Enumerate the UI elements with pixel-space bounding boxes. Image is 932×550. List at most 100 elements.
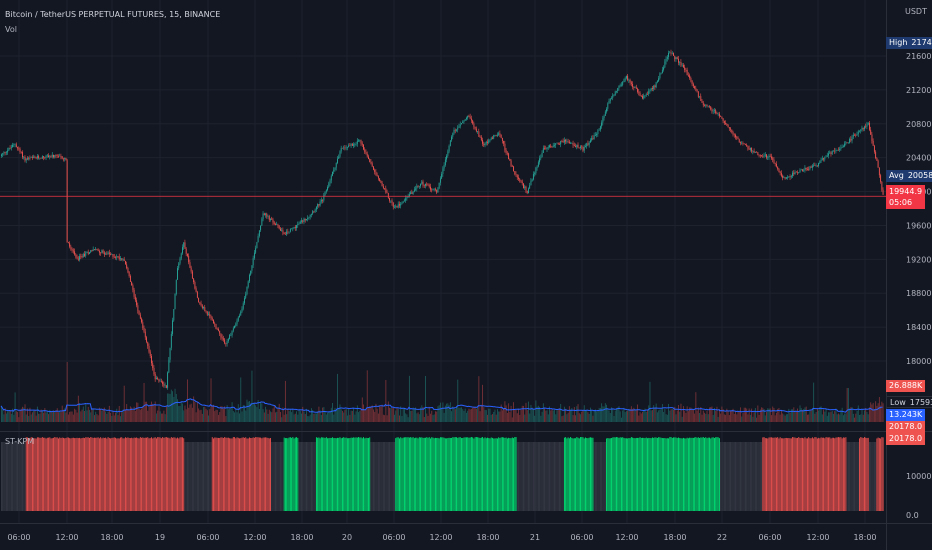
kpm-bar — [256, 437, 258, 511]
volume-bar — [654, 408, 656, 422]
avg-label: Avg — [889, 171, 904, 180]
volume-bar — [816, 408, 818, 422]
volume-bar — [752, 416, 754, 422]
candle-body — [780, 173, 782, 176]
kpm-bar — [490, 437, 492, 511]
volume-bar — [267, 413, 269, 422]
candle-body — [220, 333, 222, 338]
candle-body — [169, 347, 171, 360]
low-price-tag: Low17593.2 — [886, 396, 932, 408]
volume-bar — [458, 408, 460, 422]
kpm-bar — [411, 437, 413, 511]
kpm-bar — [539, 442, 541, 511]
kpm-bar — [334, 438, 336, 511]
volume-bar — [225, 416, 227, 422]
candle-body — [20, 151, 22, 153]
candle-body — [695, 88, 697, 90]
kpm-bar — [381, 442, 383, 511]
currency-label[interactable]: USDT — [905, 7, 927, 16]
volume-bar — [467, 410, 469, 422]
volume-bar — [736, 414, 738, 422]
kpm-bar — [731, 442, 733, 511]
volume-bar — [535, 400, 537, 422]
candle-body — [700, 96, 702, 101]
candle-body — [537, 162, 539, 167]
candle-body — [492, 137, 493, 139]
kpm-bar — [278, 442, 280, 511]
volume-bar — [464, 408, 466, 422]
kpm-bar — [614, 437, 616, 511]
kpm-bar — [287, 438, 289, 511]
volume-bar — [876, 405, 878, 422]
kpm-bar — [745, 442, 746, 511]
volume-bar — [537, 405, 539, 422]
candle-body — [70, 246, 72, 249]
candle-body — [160, 381, 162, 382]
candle-body — [215, 324, 217, 329]
candle-body — [687, 75, 689, 76]
candle-body — [664, 61, 666, 68]
candle-body — [304, 218, 306, 221]
kpm-bar — [735, 442, 736, 511]
time-tick-label: 22 — [717, 533, 727, 542]
kpm-bar — [48, 437, 50, 511]
candle-body — [71, 248, 73, 251]
kpm-indicator-label[interactable]: ST-KPM — [5, 437, 35, 446]
kpm-bar — [199, 442, 201, 511]
candle-body — [40, 157, 42, 159]
candle-body — [630, 82, 632, 84]
kpm-axis-labels: 10000.00.0 — [906, 472, 932, 520]
candle-body — [859, 130, 860, 132]
kpm-bar — [122, 438, 124, 511]
kpm-bar — [627, 438, 629, 511]
kpm-bar — [391, 442, 393, 511]
candle-body — [275, 223, 276, 225]
volume-bar — [198, 408, 200, 422]
volume-indicator-label[interactable]: Vol — [5, 25, 17, 34]
candle-body — [482, 140, 484, 144]
volume-bar — [277, 408, 279, 422]
volume-bar — [847, 387, 849, 422]
volume-bar — [169, 393, 171, 422]
candle-body — [544, 148, 546, 149]
volume-bar — [185, 409, 187, 422]
volume-bar — [159, 411, 161, 422]
kpm-bar — [250, 438, 252, 511]
kpm-bar — [338, 437, 340, 511]
candle-body — [721, 116, 723, 119]
candle-body — [410, 192, 412, 195]
candle-body — [503, 140, 505, 144]
symbol-title[interactable]: Bitcoin / TetherUS PERPETUAL FUTURES, 15… — [5, 10, 221, 19]
volume-bar — [25, 414, 27, 422]
volume-bar — [541, 411, 543, 422]
volume-bar — [253, 403, 255, 422]
candle-body — [112, 254, 114, 257]
candle-body — [208, 314, 209, 315]
kpm-bar — [246, 438, 248, 511]
price-tick-label: 18800.0 — [906, 289, 932, 298]
volume-bar — [24, 404, 26, 422]
kpm-bar — [730, 442, 732, 511]
candle-body — [735, 134, 736, 138]
candle-body — [678, 58, 679, 63]
kpm-bar — [64, 438, 66, 511]
kpm-bar — [824, 438, 826, 511]
volume-bar — [106, 413, 108, 422]
kpm-bar — [529, 442, 531, 511]
kpm-bar — [113, 437, 115, 511]
volume-bar — [22, 406, 23, 422]
kpm-bar — [686, 437, 688, 511]
kpm-bar — [44, 437, 46, 511]
volume-bar — [129, 406, 131, 422]
kpm-bar — [451, 437, 453, 511]
volume-bar — [87, 406, 89, 422]
kpm-bar — [198, 442, 200, 511]
kpm-bar — [69, 438, 71, 511]
kpm-bar — [46, 437, 48, 511]
volume-bar — [603, 406, 605, 422]
kpm-bar — [792, 437, 794, 511]
candle-body — [629, 79, 631, 83]
volume-bar — [115, 412, 116, 422]
candle-body — [768, 155, 770, 158]
